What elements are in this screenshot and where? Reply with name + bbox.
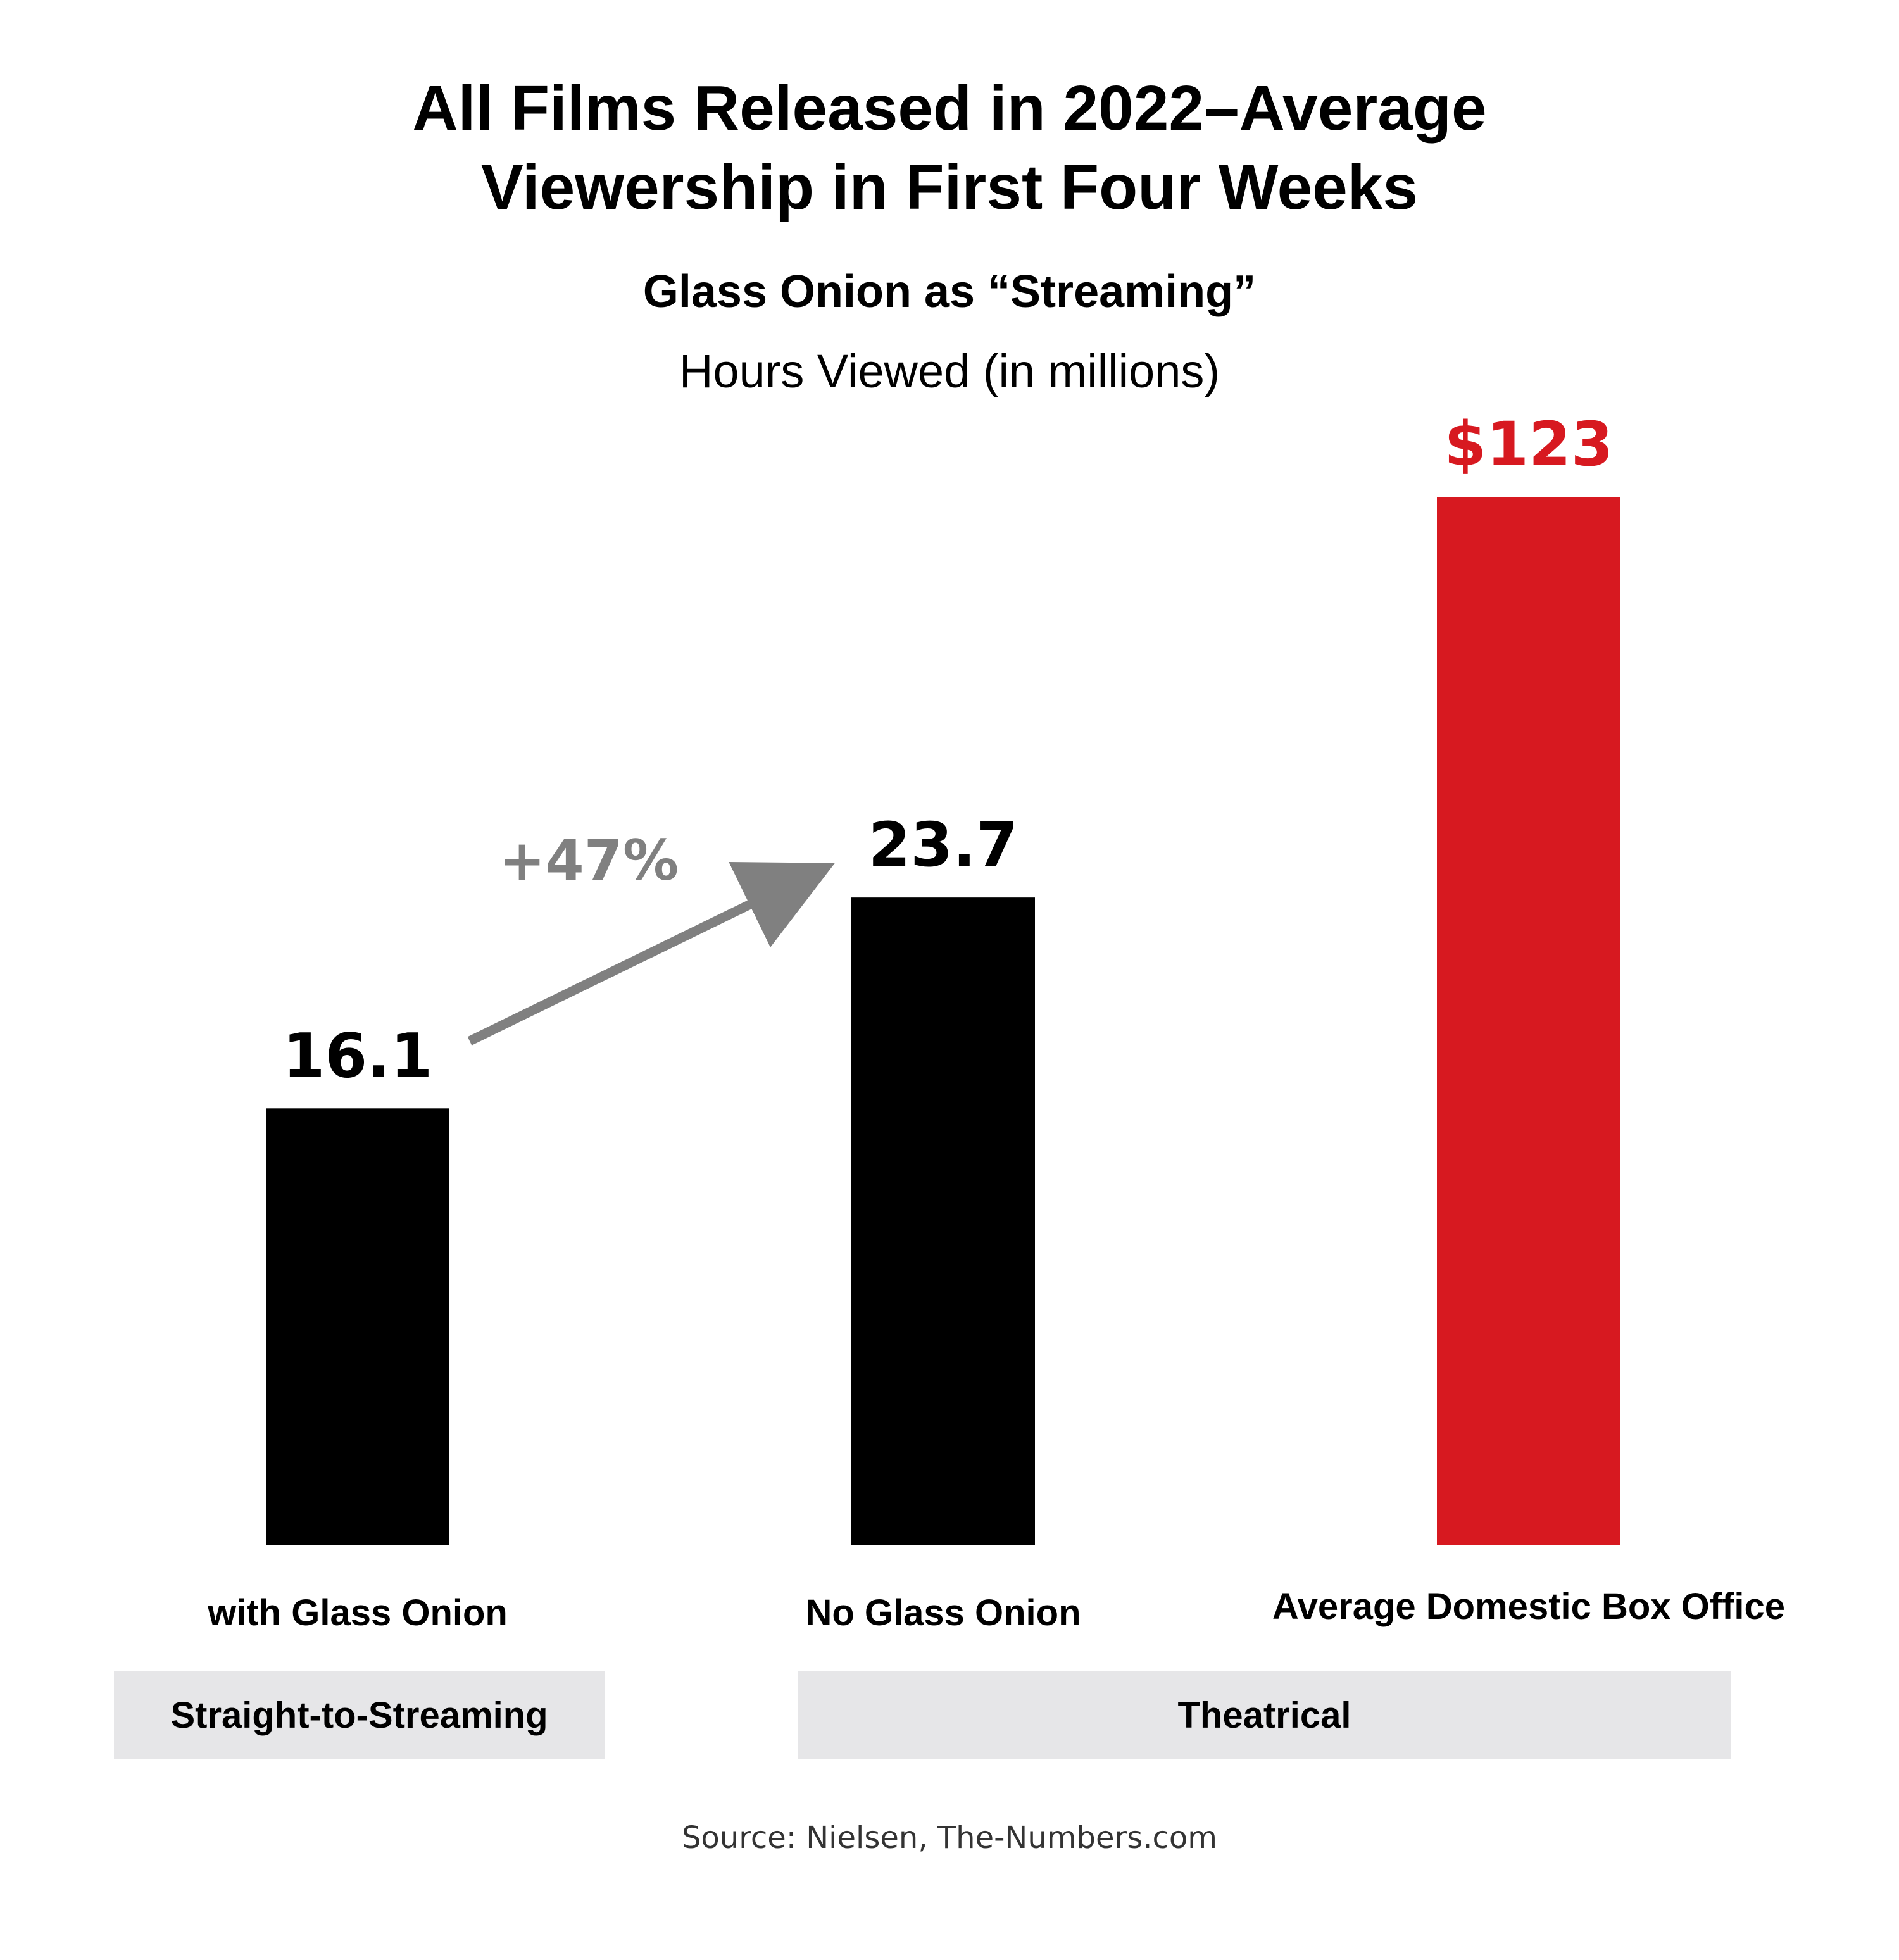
group-label-1: Straight-to-Streaming (170, 1695, 548, 1736)
category-labels: with Glass Onion No Glass Onion Average Do… (207, 1586, 1785, 1633)
source-note: Source: Nielsen, The-Numbers.com (682, 1820, 1217, 1856)
group-band-2 (798, 1671, 1731, 1759)
bars (266, 497, 1620, 1546)
value-label-3: $123 (1444, 409, 1613, 480)
category-label-3: Average Domestic Box Office (1272, 1586, 1785, 1627)
bar-3 (1437, 497, 1620, 1546)
y-axis-label: Hours Viewed (in millions) (679, 345, 1220, 397)
group-band-1 (114, 1671, 605, 1759)
value-labels: 16.1 23.7 $123 (283, 409, 1614, 1091)
category-label-2: No Glass Onion (805, 1592, 1081, 1633)
group-label-2: Theatrical (1178, 1695, 1351, 1736)
chart-title-line-1: All Films Released in 2022–Average (412, 73, 1486, 144)
growth-arrow (467, 862, 835, 1046)
group-bands: Straight-to-Streaming Theatrical (114, 1671, 1731, 1759)
category-label-1: with Glass Onion (207, 1592, 508, 1633)
chart-subtitle: Glass Onion as “Streaming” (643, 266, 1256, 317)
bar-1 (266, 1108, 449, 1545)
chart-title-line-2: Viewership in First Four Weeks (481, 152, 1418, 223)
value-label-1: 16.1 (283, 1020, 433, 1091)
value-label-2: 23.7 (868, 809, 1018, 880)
growth-annotation: +47% (499, 828, 679, 893)
bar-2 (851, 897, 1035, 1545)
